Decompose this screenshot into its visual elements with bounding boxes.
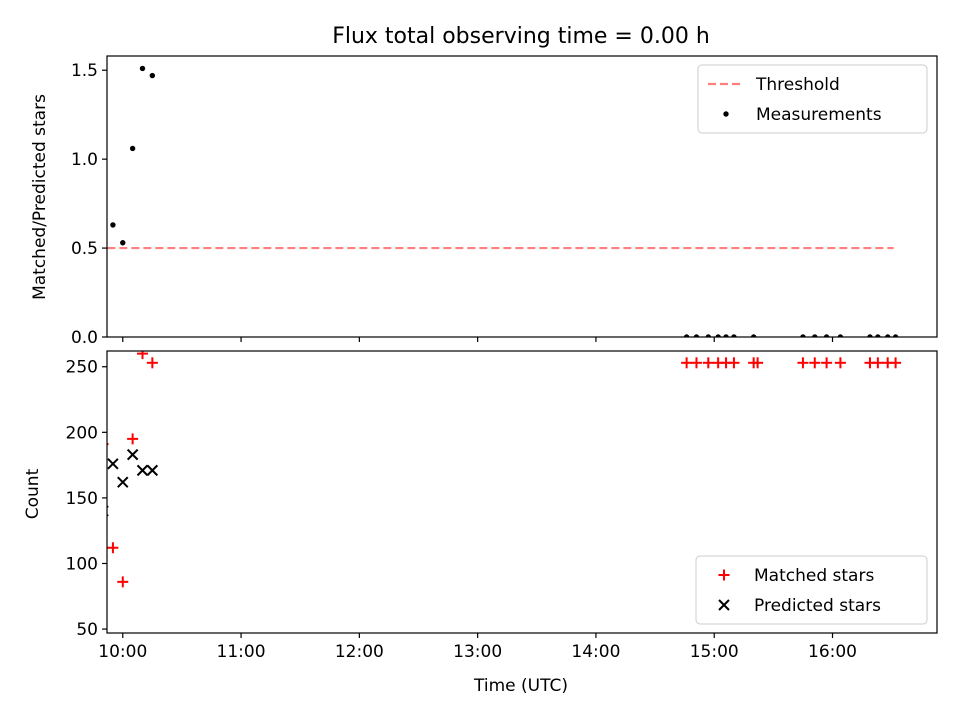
data-point [146,464,159,477]
top-plot-series [81,65,899,337]
data-point [875,334,881,337]
data-point [136,351,148,360]
x-tick-label: 11:00 [217,642,266,662]
data-point [821,357,833,369]
legend-label: Threshold [755,75,840,95]
data-point [117,576,129,588]
legend-swatch [718,599,730,611]
data-point [129,145,136,152]
data-point [890,357,902,369]
y-tick-label: 50 [76,620,98,640]
data-point [731,334,737,337]
data-point [705,334,712,337]
data-point [100,96,105,101]
bottom-y-axis-label: Count [23,468,43,519]
data-point [681,357,693,369]
data-point [715,334,721,337]
plot-area-1 [78,351,902,615]
legend-label: Matched stars [754,566,874,586]
y-tick-label: 200 [66,423,98,443]
data-point [752,357,764,369]
x-tick-label: 10:00 [98,642,147,662]
y-tick-label: 0.5 [71,239,98,259]
y-tick-label: 100 [66,554,98,574]
data-point [750,334,757,337]
data-point [800,334,806,337]
bottom-legend: Matched stars Predicted stars [695,555,928,625]
data-point [149,72,156,79]
legend-swatch [718,569,730,581]
data-point [812,334,818,337]
series-measurements [81,65,899,337]
data-point [110,222,116,228]
data-point [146,357,158,369]
data-point [136,464,149,477]
data-point [867,334,873,337]
bottom-plot-series [78,351,902,615]
data-point [723,334,729,337]
x-tick-label: 16:00 [808,642,857,662]
axes-frame [106,350,938,634]
data-point [797,357,809,369]
data-point [107,542,119,554]
x-tick-label: 13:00 [453,642,502,662]
data-point [127,433,139,445]
x-axis-label: Time (UTC) [473,676,568,696]
data-point [809,357,821,369]
chart-title: Flux total observing time = 0.00 h [332,24,710,49]
data-point [126,448,139,461]
y-tick-label: 1.0 [71,150,98,170]
y-tick-label: 150 [66,489,98,509]
data-point [90,114,95,119]
series-matched-stars [78,351,902,615]
series-predicted-stars [88,448,159,595]
legend-label: Measurements [756,105,882,125]
data-point [117,476,129,488]
legend-box [695,555,928,625]
data-point [823,334,830,337]
data-point [88,585,98,595]
legend-swatch [723,111,729,117]
data-point [702,357,714,369]
data-point [693,334,700,337]
data-point [107,458,119,470]
data-point [120,240,126,246]
y-tick-label: 0.0 [71,328,98,348]
top-legend: Threshold Measurements [697,64,928,134]
bottom-axes: 50 100 150 200 250 10:00 11:00 12:00 13:00 14:00 1… [66,350,938,662]
x-tick-label: 12:00 [335,642,384,662]
y-tick-label: 250 [66,358,98,378]
data-point [728,357,740,369]
plot-area-0 [81,65,899,337]
data-point [885,334,891,337]
y-tick-label: 1.5 [71,61,98,81]
data-point [837,334,844,337]
top-y-axis-label: Matched/Predicted stars [30,94,50,300]
legend-label: Predicted stars [754,596,881,616]
axes-frame [106,55,938,338]
data-point [834,357,846,369]
data-point [892,334,899,337]
top-panel: Matched/Predicted stars 0.0 0.5 1.0 1.5 Thr… [30,55,938,348]
legend-box [697,64,928,134]
data-point [690,357,702,369]
data-point [872,357,884,369]
x-tick-label: 15:00 [690,642,739,662]
bottom-panel: Count Time (UTC) 50 100 150 200 250 10:00 11:0… [23,350,938,696]
data-point [78,604,89,615]
data-point [81,135,86,140]
x-tick-label: 14:00 [571,642,620,662]
top-axes: 0.0 0.5 1.0 1.5 [71,55,938,348]
data-point [683,334,690,337]
data-point [139,65,146,72]
